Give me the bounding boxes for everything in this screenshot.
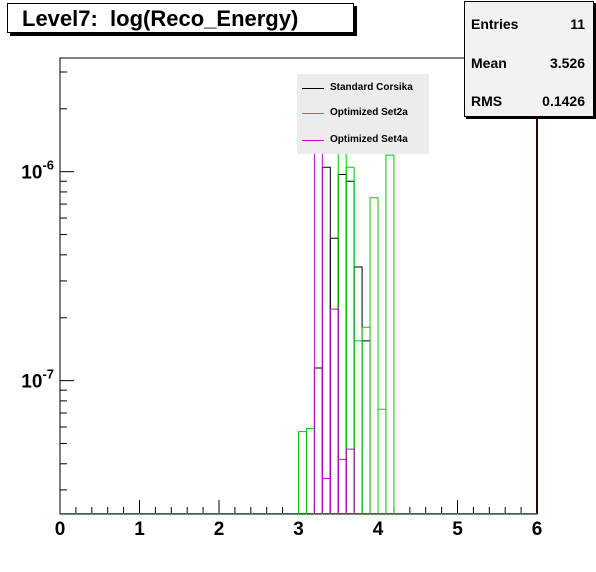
histogram-bin-series-1 — [353, 340, 363, 514]
legend-swatch-standard — [302, 88, 324, 89]
histogram-bin-series-1 — [385, 154, 395, 514]
y-tick-label: 10-6 — [21, 158, 54, 184]
legend-item-standard: Standard Corsika — [297, 80, 429, 96]
chart-title: Level7: log(Reco_Energy) — [7, 3, 354, 33]
histogram-bin-series-2 — [313, 150, 323, 514]
stats-rms-row: RMS 0.1426 — [471, 91, 585, 111]
stats-entries-row: Entries 11 — [471, 14, 585, 34]
histogram-bin-series-1 — [369, 197, 379, 514]
legend-item-set2a: Optimized Set2a — [297, 105, 429, 121]
stats-mean-label: Mean — [471, 55, 507, 71]
histogram-bin-series-0 — [329, 237, 339, 514]
stats-box: Entries 11 Mean 3.526 RMS 0.1426 — [464, 1, 594, 117]
x-tick-label: 2 — [214, 519, 225, 540]
x-tick-label: 4 — [373, 519, 384, 540]
histogram-bin-series-0 — [313, 367, 323, 514]
legend-label-set2a: Optimized Set2a — [330, 107, 408, 118]
histogram-bin-series-0 — [345, 180, 355, 514]
legend: Standard Corsika Optimized Set2a Optimiz… — [297, 74, 429, 154]
histogram-bin-series-2 — [329, 308, 339, 514]
histogram-bin-series-1 — [305, 428, 315, 514]
y-tick-label: 10-7 — [21, 367, 54, 393]
x-tick-label: 5 — [452, 519, 463, 540]
histogram-bin-series-1 — [298, 431, 307, 514]
stats-mean-value: 3.526 — [549, 55, 585, 71]
stats-mean-row: Mean 3.526 — [471, 53, 585, 73]
histogram-bin-series-0 — [337, 173, 347, 514]
legend-label-standard: Standard Corsika — [330, 82, 413, 93]
stats-rms-label: RMS — [471, 93, 503, 109]
stats-entries-label: Entries — [471, 16, 519, 32]
tick-labels: 0 1 2 3 4 5 6 10-6 10-7 — [21, 158, 542, 540]
histogram-bin-series-2 — [337, 458, 347, 514]
legend-swatch-set4a — [302, 140, 324, 141]
stats-rms-value: 0.1426 — [542, 93, 585, 109]
stats-entries-value: 11 — [570, 16, 585, 32]
legend-item-set4a: Optimized Set4a — [297, 132, 429, 148]
histogram-bin-series-0 — [361, 340, 371, 514]
x-tick-label: 6 — [532, 519, 543, 540]
histogram-bin-series-1 — [377, 408, 387, 514]
x-tick-label: 1 — [134, 519, 145, 540]
histogram-bin-series-1 — [345, 166, 355, 514]
legend-label-set4a: Optimized Set4a — [330, 134, 408, 145]
histogram-bin-series-2 — [345, 448, 355, 514]
x-tick-label: 0 — [55, 519, 66, 540]
histogram-series — [60, 150, 537, 514]
legend-swatch-set2a — [302, 113, 324, 114]
histogram-bin-series-1 — [361, 326, 371, 514]
histogram-bin-series-2 — [321, 478, 331, 514]
histogram-bin-series-0 — [321, 166, 331, 514]
histogram-bin-series-0 — [353, 266, 363, 514]
x-tick-label: 3 — [293, 519, 304, 540]
